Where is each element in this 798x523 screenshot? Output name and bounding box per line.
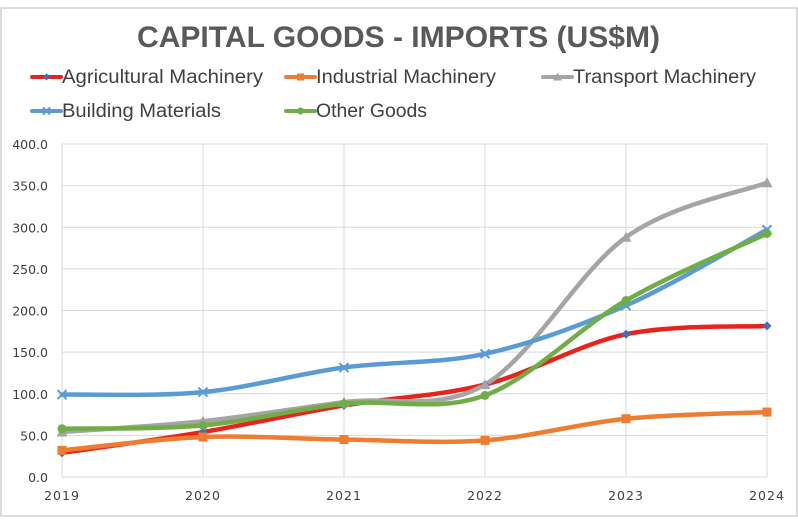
data-point-transport-machinery: [620, 231, 632, 242]
data-point-agricultural-machinery: [762, 321, 772, 331]
x-tick-label: 2019: [44, 488, 80, 503]
data-point-other-goods: [480, 390, 490, 400]
data-point-transport-machinery: [479, 379, 491, 390]
legend-marker-transport-machinery: [553, 72, 562, 81]
x-tick-label: 2023: [608, 488, 644, 503]
x-axis-ticks: 2019 2020 2021 2022 2023 2024: [44, 488, 785, 503]
x-tick-label: 2020: [185, 488, 221, 503]
data-point-industrial-machinery: [198, 432, 208, 442]
y-tick-label: 300.0: [12, 220, 48, 235]
series-markers: [56, 177, 773, 458]
y-tick-label: 350.0: [12, 179, 48, 194]
data-point-industrial-machinery: [57, 445, 67, 455]
y-tick-label: 0.0: [28, 470, 48, 485]
data-point-building-materials: [197, 386, 209, 398]
legend-label-agricultural-machinery: Agricultural Machinery: [62, 67, 264, 88]
y-tick-label: 150.0: [12, 345, 48, 360]
data-point-building-materials: [338, 362, 350, 373]
legend-label-industrial-machinery: Industrial Machinery: [316, 67, 497, 88]
data-point-building-materials: [479, 348, 491, 359]
data-point-other-goods: [57, 424, 67, 434]
legend-marker-building-materials: [42, 106, 51, 116]
series-line-other-goods: [59, 231, 770, 431]
data-point-building-materials: [56, 389, 68, 400]
series-lines: [59, 180, 770, 456]
data-point-industrial-machinery: [480, 435, 490, 445]
legend-marker-agricultural-machinery: [43, 73, 50, 81]
legend-marker-industrial-machinery: [297, 73, 304, 81]
series-line-building-materials: [59, 227, 770, 398]
chart-title: CAPITAL GOODS - IMPORTS (US$M): [137, 21, 660, 54]
x-tick-label: 2022: [467, 488, 503, 503]
data-point-other-goods: [621, 296, 631, 306]
gridlines: [61, 143, 768, 478]
y-tick-label: 400.0: [12, 137, 48, 152]
data-point-transport-machinery: [761, 177, 773, 188]
data-point-other-goods: [339, 399, 349, 409]
data-point-industrial-machinery: [762, 407, 772, 417]
legend-label-building-materials: Building Materials: [62, 101, 221, 122]
y-tick-label: 50.0: [20, 428, 48, 443]
series-line-agricultural-machinery: [59, 323, 770, 456]
legend-marker-other-goods: [297, 107, 304, 115]
data-point-industrial-machinery: [339, 435, 349, 445]
x-tick-label: 2024: [749, 488, 785, 503]
y-axis-ticks: 0.0 50.0 100.0 150.0 200.0 250.0 300.0 350.0 400…: [12, 137, 48, 485]
data-point-agricultural-machinery: [621, 329, 631, 339]
data-point-other-goods: [762, 228, 772, 238]
legend-label-other-goods: Other Goods: [316, 101, 427, 122]
x-tick-label: 2021: [326, 488, 362, 503]
series-line-industrial-machinery: [59, 409, 770, 453]
legend: Agricultural Machinery Industrial Machine…: [30, 67, 757, 122]
data-point-other-goods: [198, 420, 208, 430]
legend-label-transport-machinery: Transport Machinery: [573, 67, 757, 88]
y-tick-label: 200.0: [12, 304, 48, 319]
data-point-industrial-machinery: [621, 414, 631, 424]
y-tick-label: 250.0: [12, 262, 48, 277]
y-tick-label: 100.0: [12, 387, 48, 402]
series-line-transport-machinery: [59, 180, 770, 435]
chart-frame: [0, 7, 798, 517]
